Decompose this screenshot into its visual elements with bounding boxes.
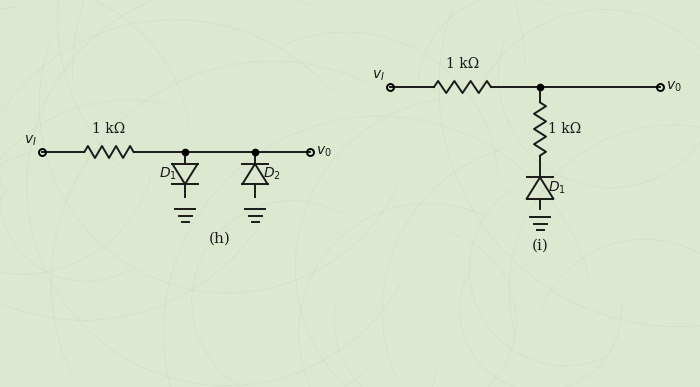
Text: $v_0$: $v_0$ bbox=[666, 80, 682, 94]
Text: $D_2$: $D_2$ bbox=[263, 166, 281, 182]
Text: $D_1$: $D_1$ bbox=[548, 180, 566, 196]
Text: 1 kΩ: 1 kΩ bbox=[92, 122, 125, 136]
Text: (h): (h) bbox=[209, 232, 231, 246]
Text: $v_0$: $v_0$ bbox=[316, 145, 332, 159]
Text: (i): (i) bbox=[531, 239, 548, 253]
Text: $v_I$: $v_I$ bbox=[25, 134, 37, 148]
Text: $D_1$: $D_1$ bbox=[159, 166, 177, 182]
Text: $v_I$: $v_I$ bbox=[372, 68, 385, 83]
Text: 1 kΩ: 1 kΩ bbox=[548, 122, 581, 136]
Text: 1 kΩ: 1 kΩ bbox=[446, 57, 479, 71]
